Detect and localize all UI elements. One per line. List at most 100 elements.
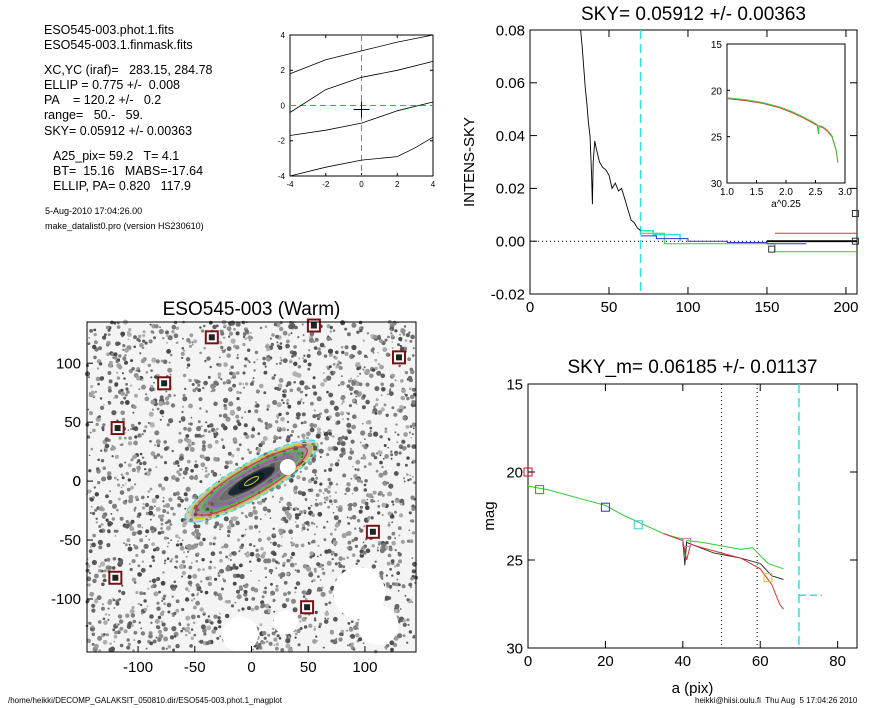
noise-speck xyxy=(354,544,358,549)
noise-speck xyxy=(237,538,241,542)
noise-speck xyxy=(350,392,353,396)
noise-speck xyxy=(354,389,359,395)
noise-speck xyxy=(322,571,326,576)
noise-speck xyxy=(159,455,163,459)
noise-speck xyxy=(173,394,176,397)
noise-speck xyxy=(303,359,307,363)
noise-speck xyxy=(313,567,317,571)
noise-speck xyxy=(352,384,354,386)
noise-speck xyxy=(153,527,157,530)
galaxy-title: ESO545-003 (Warm) xyxy=(163,299,341,320)
noise-speck xyxy=(398,444,404,450)
noise-speck xyxy=(186,366,189,369)
noise-speck xyxy=(134,545,139,550)
noise-speck xyxy=(234,601,237,604)
noise-speck xyxy=(340,411,345,416)
center-plot-ytick-label: 4 xyxy=(281,31,286,40)
noise-speck xyxy=(333,515,339,521)
noise-speck xyxy=(353,625,358,631)
noise-speck xyxy=(155,439,161,445)
noise-speck xyxy=(302,595,306,598)
noise-speck xyxy=(170,539,173,542)
noise-speck xyxy=(169,523,173,526)
noise-speck xyxy=(139,343,144,348)
noise-speck xyxy=(229,523,231,526)
noise-speck xyxy=(328,495,332,498)
noise-speck xyxy=(243,590,248,594)
noise-speck xyxy=(181,356,184,359)
noise-speck xyxy=(129,567,133,572)
center-plot-xtick-label: -4 xyxy=(286,180,294,189)
noise-speck xyxy=(117,497,121,501)
run-date: 5-Aug-2010 17:04:26.00 xyxy=(45,206,143,216)
noise-speck xyxy=(206,356,211,361)
noise-speck xyxy=(411,506,416,511)
noise-speck xyxy=(379,571,384,576)
noise-speck xyxy=(152,583,156,586)
noise-speck xyxy=(142,502,145,505)
noise-speck xyxy=(213,401,218,406)
noise-speck xyxy=(196,543,199,546)
noise-speck xyxy=(154,324,159,329)
noise-speck xyxy=(272,552,277,556)
foreground-star xyxy=(279,458,296,475)
noise-speck xyxy=(166,557,170,560)
noise-speck xyxy=(409,394,415,400)
noise-speck xyxy=(129,526,135,532)
noise-speck xyxy=(128,494,134,500)
noise-speck xyxy=(210,383,216,389)
noise-speck xyxy=(355,633,360,638)
noise-speck xyxy=(351,538,355,543)
noise-speck xyxy=(278,436,282,440)
noise-speck xyxy=(350,633,356,639)
noise-speck xyxy=(272,633,275,636)
noise-speck xyxy=(139,603,143,607)
noise-speck xyxy=(105,325,110,330)
noise-speck xyxy=(193,475,199,481)
noise-speck xyxy=(190,628,194,631)
noise-speck xyxy=(130,428,132,430)
sky-plot-xtick-label: 200 xyxy=(833,299,858,316)
noise-speck xyxy=(139,591,144,596)
noise-speck xyxy=(275,567,278,570)
noise-speck xyxy=(217,376,221,379)
noise-speck xyxy=(163,440,167,444)
noise-speck xyxy=(241,534,244,538)
noise-speck xyxy=(141,506,146,510)
noise-speck xyxy=(337,413,340,415)
noise-speck xyxy=(252,377,255,380)
noise-speck xyxy=(405,425,410,429)
noise-speck xyxy=(351,379,354,382)
noise-speck xyxy=(282,401,285,404)
noise-speck xyxy=(185,545,188,548)
noise-speck xyxy=(190,561,193,564)
noise-speck xyxy=(250,382,254,386)
noise-speck xyxy=(354,468,357,471)
noise-speck xyxy=(151,529,155,534)
noise-speck xyxy=(131,467,136,473)
noise-speck xyxy=(107,607,110,610)
noise-speck xyxy=(91,632,96,637)
noise-speck xyxy=(131,367,135,371)
noise-speck xyxy=(217,616,221,620)
noise-speck xyxy=(363,445,368,450)
noise-speck xyxy=(346,516,349,519)
mag-plot-xtick-label: 80 xyxy=(829,653,846,670)
noise-speck xyxy=(192,388,197,393)
noise-speck xyxy=(120,486,123,489)
noise-speck xyxy=(316,396,322,402)
noise-speck xyxy=(370,498,374,503)
noise-speck xyxy=(270,572,273,575)
noise-speck xyxy=(389,353,391,356)
noise-speck xyxy=(232,383,237,388)
noise-speck xyxy=(163,536,168,540)
noise-speck xyxy=(124,499,128,502)
noise-speck xyxy=(255,403,260,408)
noise-speck xyxy=(317,586,322,592)
noise-speck xyxy=(254,524,259,529)
noise-speck xyxy=(197,614,201,619)
noise-speck xyxy=(311,513,315,517)
noise-speck xyxy=(331,558,334,561)
noise-speck xyxy=(107,386,112,390)
noise-speck xyxy=(345,487,351,493)
